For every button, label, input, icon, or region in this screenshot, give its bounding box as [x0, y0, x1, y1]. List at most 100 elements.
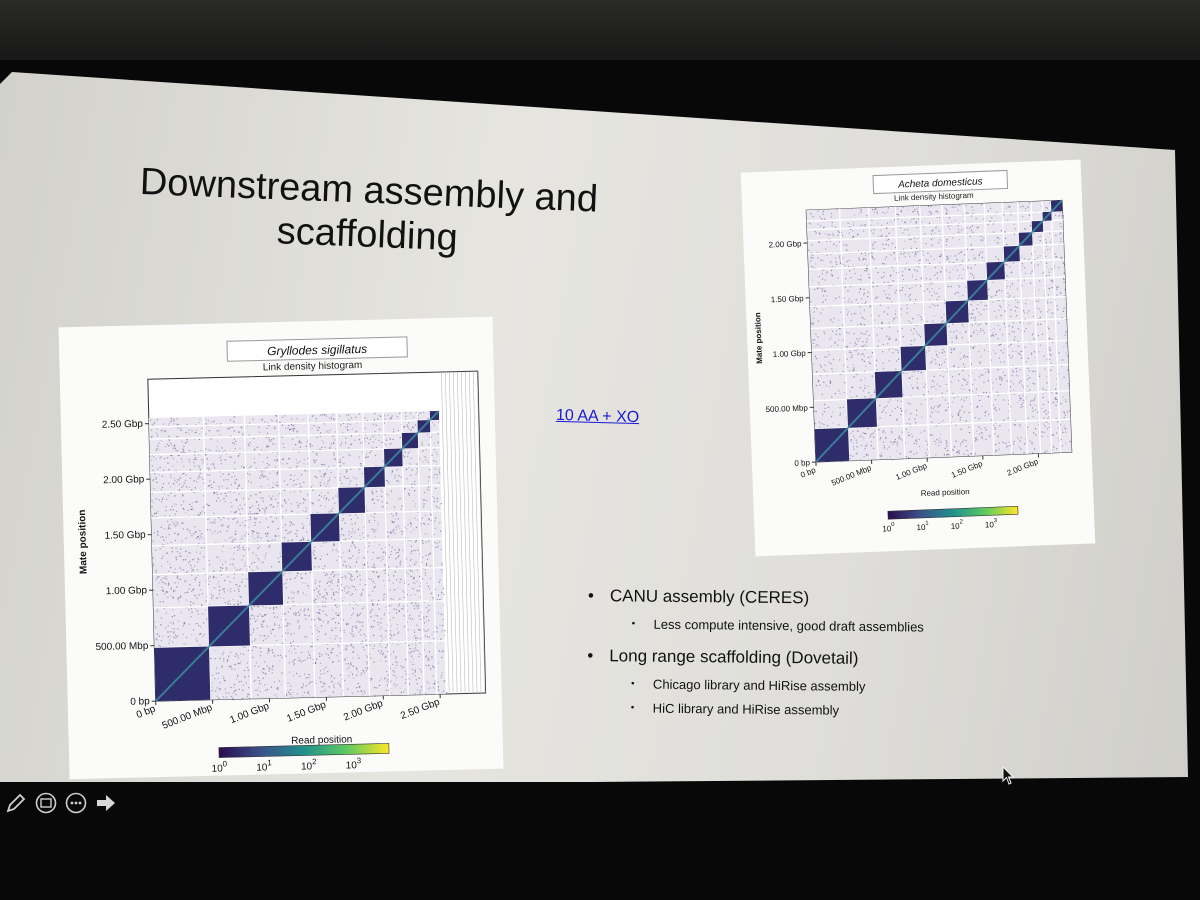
x-tick-label: 1.50 Gbp — [950, 459, 984, 480]
y-tick-label: 0 bp — [794, 458, 810, 468]
block-gridline — [811, 339, 1068, 351]
colorbar-tick-label: 100 — [211, 759, 227, 774]
y-tick-label: 2.00 Gbp — [768, 239, 802, 249]
block-gridline — [151, 510, 442, 519]
sub-bullet-text: HiC library and HiRise assembly — [652, 700, 840, 718]
block-gridline — [277, 414, 287, 698]
mouse-cursor-icon — [1002, 765, 1016, 791]
unplaced-scaffold-line — [452, 371, 462, 694]
bullet-item: • Long range scaffolding (Dovetail) — [587, 646, 1007, 670]
diagonal-band — [967, 279, 988, 302]
x-tick-label: 1.00 Gbp — [228, 701, 271, 726]
diagonal-band — [1042, 211, 1053, 222]
more-icon[interactable] — [64, 791, 88, 815]
diagonal-band — [338, 486, 366, 515]
sub-bullet-dot: • — [630, 678, 635, 690]
y-tick-label: 1.00 Gbp — [106, 585, 148, 597]
block-gridline — [894, 206, 906, 459]
diagonal-band — [924, 322, 948, 347]
chart-title: Gryllodes sigillatus — [267, 342, 367, 358]
colorbar-tick-label: 100 — [882, 522, 895, 533]
diagonal-band — [310, 512, 340, 543]
block-gridline — [416, 411, 425, 695]
unplaced-scaffold-line — [472, 371, 482, 694]
slides-icon[interactable] — [34, 791, 58, 815]
diagonal-band — [363, 466, 386, 488]
unplaced-scaffold-line — [468, 371, 478, 694]
diagonal-band — [281, 541, 312, 573]
diagonal-band — [1031, 220, 1044, 233]
y-tick-label: 1.00 Gbp — [773, 349, 807, 359]
block-gridline — [429, 411, 438, 695]
diagonal-band — [154, 645, 210, 702]
heatmap-figure-gryllodes: Gryllodes sigillatus Link density histogr… — [58, 316, 504, 780]
chart-subtitle: Link density histogram — [894, 191, 974, 203]
chart-title-box — [872, 169, 1009, 195]
next-arrow-icon[interactable] — [94, 791, 118, 815]
x-tick-label: 2.50 Gbp — [399, 697, 442, 722]
block-gridline — [1050, 200, 1062, 453]
block-gridline — [148, 419, 440, 428]
chart-subtitle: Link density histogram — [263, 360, 363, 373]
bullet-text: CANU assembly (CERES) — [609, 586, 810, 608]
bullet-text: Long range scaffolding (Dovetail) — [609, 646, 859, 668]
block-gridline — [149, 431, 440, 440]
y-axis-label: Mate position — [77, 509, 90, 574]
bullet-list: • CANU assembly (CERES) • Less compute int… — [586, 586, 1007, 734]
diagonal-band — [383, 447, 403, 468]
x-tick-label: 1.00 Gbp — [894, 461, 928, 482]
sub-bullet-item: • HiC library and HiRise assembly — [631, 700, 1007, 720]
sub-bullet-item: • Less compute intensive, good draft asse… — [632, 616, 1008, 636]
y-tick-label: 0 bp — [130, 696, 150, 707]
block-gridline — [153, 600, 444, 609]
bullet-item: • CANU assembly (CERES) — [588, 586, 1008, 610]
sub-bullet-item: • Chicago library and HiRise assembly — [631, 676, 1007, 696]
chart-title-box — [226, 336, 408, 362]
x-tick-label: 1.50 Gbp — [285, 699, 328, 724]
heatmap-figure-acheta: Acheta domesticus Link density histogram 0… — [740, 159, 1096, 557]
unplaced-scaffold-line — [456, 371, 466, 694]
x-axis-label: Read position — [921, 487, 970, 498]
colorbar — [887, 505, 1019, 520]
y-tick-label: 1.50 Gbp — [104, 530, 146, 542]
diagonal-band — [248, 570, 284, 607]
heatmap-chart-gryllodes: Gryllodes sigillatus Link density histogr… — [77, 336, 487, 775]
colorbar-tick-label: 103 — [985, 518, 998, 529]
colorbar-tick-label: 101 — [916, 521, 929, 532]
diagonal-band — [1050, 199, 1063, 213]
block-gridline — [809, 296, 1066, 308]
x-tick-label: 500.00 Mbp — [830, 463, 873, 488]
colorbar-tick-label: 102 — [301, 757, 317, 772]
unplaced-scaffold-line — [464, 371, 474, 694]
colorbar — [218, 743, 390, 758]
diagonal-band — [1003, 245, 1020, 263]
presenter-toolbar — [0, 788, 144, 818]
block-gridline — [243, 415, 252, 699]
block-gridline — [1001, 202, 1013, 455]
x-tick-label: 2.00 Gbp — [342, 698, 385, 723]
x-tick-label: 500.00 Mbp — [161, 702, 215, 732]
y-tick-label: 2.00 Gbp — [103, 474, 145, 486]
colorbar-tick-label: 101 — [256, 758, 272, 773]
diagonal-band — [875, 370, 903, 399]
x-tick-label: 2.00 Gbp — [1006, 457, 1040, 478]
y-tick-label: 1.50 Gbp — [771, 294, 805, 304]
unplaced-scaffold-line — [448, 371, 458, 694]
bullet-dot: • — [587, 586, 594, 606]
sub-bullet-dot: • — [630, 702, 635, 714]
diagonal-band — [429, 410, 440, 421]
unplaced-scaffold-line — [476, 371, 486, 694]
diagonal-band — [847, 397, 877, 429]
diagonal-band — [208, 604, 250, 648]
block-gridline — [806, 219, 1063, 231]
block-gridline — [983, 203, 995, 456]
block-gridline — [963, 204, 975, 456]
sub-bullet-dot: • — [631, 618, 636, 630]
unplaced-scaffold-line — [445, 371, 454, 694]
pen-icon[interactable] — [4, 791, 28, 815]
slide-link[interactable]: 10 AA + XO — [555, 406, 640, 427]
unplaced-scaffold-line — [460, 371, 470, 694]
bullet-dot: • — [587, 645, 594, 666]
block-gridline — [362, 412, 371, 696]
